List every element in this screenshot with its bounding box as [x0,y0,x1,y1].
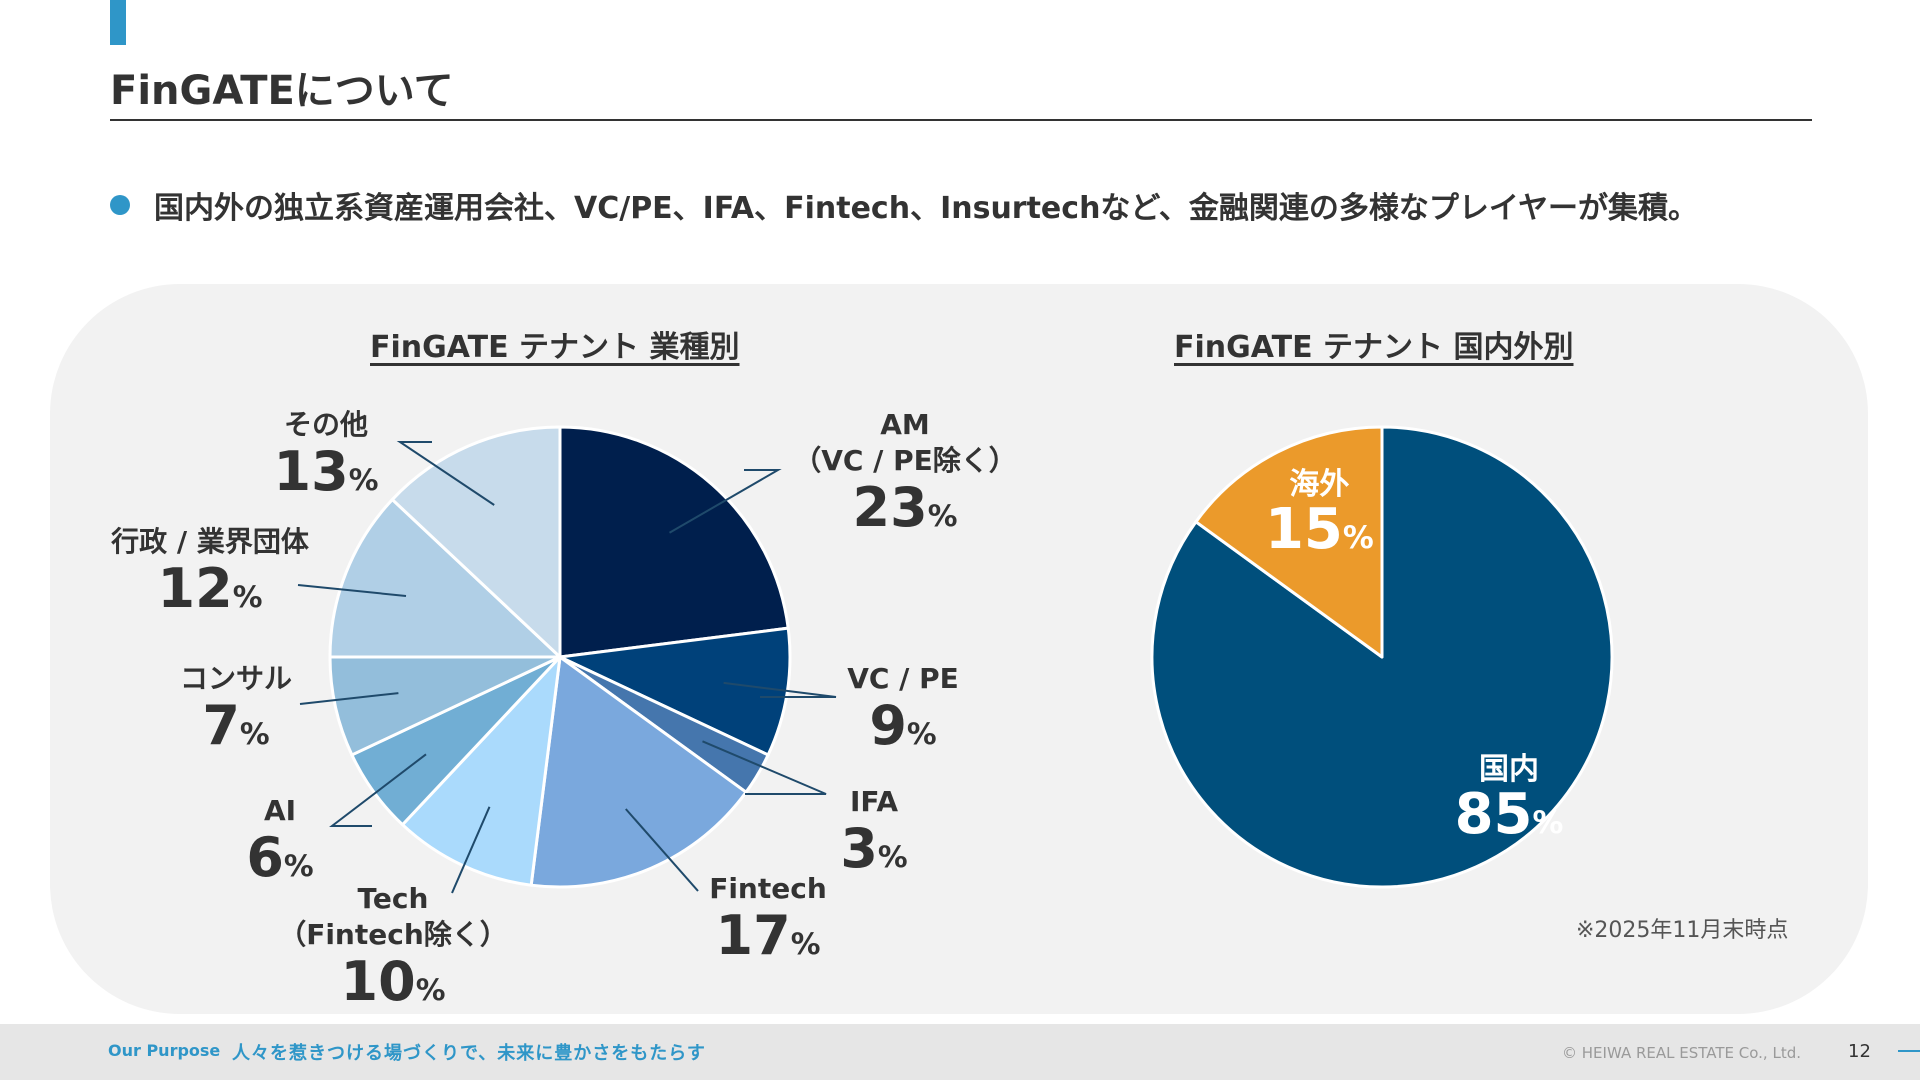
pie1-label-vc-pe-value: 9% [869,694,936,757]
pie1-label-tech-label: （Fintech除く） [278,918,508,951]
pie2-slice-1 [1194,425,1384,659]
pie1-label-am-label: （VC / PE除く） [793,444,1017,477]
pie1-label-ifa-value: 3% [840,817,907,880]
pie1-leader-8 [396,441,495,506]
footer-dash [1898,1050,1920,1052]
pie1-slice-8 [390,425,562,659]
pie1-slice-1 [558,626,792,757]
pie1-label-am: AM（VC / PE除く）23% [793,408,1017,539]
pie1-label-fintech-label: Fintech [709,872,827,905]
pie1-slice-0 [558,425,790,659]
pie1-label-tech: Tech（Fintech除く）10% [278,882,508,1013]
pie1-leader-6 [299,692,399,705]
title-divider [110,119,1812,121]
pie1-leader-0 [668,469,782,534]
pie1-slice-7 [328,498,562,659]
page-title: FinGATEについて [110,68,454,114]
footer-purpose-label: Our Purpose [108,1041,221,1060]
pie2-label-overseas-value: 15% [1265,497,1374,562]
pie1-slice-4 [401,655,562,887]
pie1-label-other-label: 行政 / 業界団体 [110,525,310,558]
pie1-label-tech-label: Tech [358,882,429,915]
pie1-label-tech-value: 10% [341,950,446,1013]
summary-bullet: 国内外の独立系資産運用会社、VC/PE、IFA、Fintech、Insurtec… [110,183,1698,227]
as-of-note: ※2025年11月末時点 [1576,918,1789,943]
pie1-label-fintech-value: 17% [716,904,821,967]
pie2-label-overseas-label: 海外 [1289,467,1349,502]
page-number: 12 [1848,1041,1871,1062]
pie1-leader-7 [297,584,407,597]
pie2-label-domestic-value: 85% [1455,782,1564,847]
pie1-label-ai-value: 6% [246,826,313,889]
footer [0,1024,1920,1080]
pie1-label-other-value: 13% [274,440,379,503]
pie1-label-vc-pe-label: VC / PE [847,662,959,695]
chart-title-industry: FinGATE テナント 業種別 [370,330,740,365]
bullet-dot-icon [110,195,130,215]
pie1-label-other-value: 7% [202,694,269,757]
chart-title-domestic-overseas: FinGATE テナント 国内外別 [1174,330,1574,365]
pie1-leader-2 [702,740,827,795]
pie1-label-am-value: 23% [853,476,958,539]
summary-text: 国内外の独立系資産運用会社、VC/PE、IFA、Fintech、Insurtec… [154,191,1699,226]
pie1-label-vc-pe: VC / PE9% [847,662,959,757]
pie1-slice-3 [529,655,748,889]
pie1-label-ai: AI6% [246,794,313,889]
footer-purpose-text: 人々を惹きつける場づくりで、未来に豊かさをもたらす [232,1043,706,1064]
pie1-label-other-value: 12% [158,557,263,620]
pie1-label-other-label: コンサル [180,662,292,695]
pie1-leader-1 [723,681,837,698]
pie2-label-domestic-label: 国内 [1479,752,1539,787]
pie1-label-ai-label: AI [264,794,296,827]
pie1-label-ifa-label: IFA [850,785,898,818]
pie1-slice-6 [328,655,562,757]
pie1-leader-5 [329,753,427,827]
pie1-label-other-label: その他 [284,408,368,441]
pie1-leader-3 [625,808,699,892]
pie1-leader-4 [451,806,491,894]
title-accent-bar [110,0,126,45]
footer-copyright: © HEIWA REAL ESTATE Co., Ltd. [1562,1044,1801,1062]
pie1-label-am-label: AM [880,408,930,441]
